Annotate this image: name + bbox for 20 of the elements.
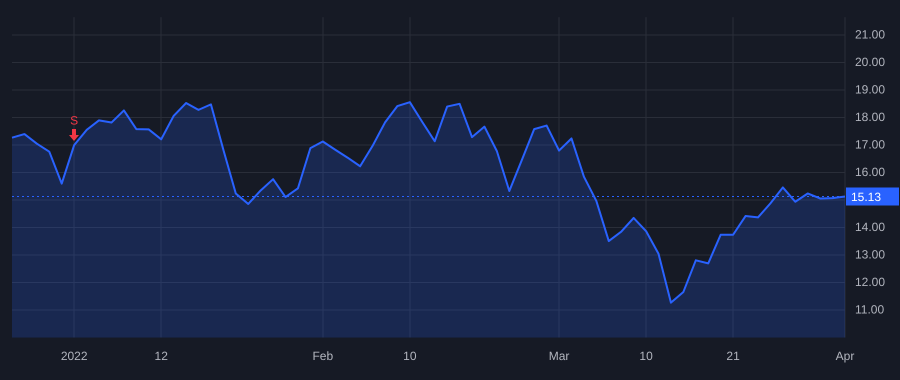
y-tick-label: 21.00 [855, 27, 886, 42]
y-tick-label: 11.00 [855, 302, 884, 316]
x-tick-label: 10 [403, 349, 417, 364]
y-tick-label: 19.00 [855, 82, 886, 96]
y-tick-label: 14.00 [855, 220, 886, 234]
x-tick-label: 2022 [60, 349, 88, 364]
x-tick-label: 21 [726, 349, 740, 364]
x-tick-label: Apr [836, 349, 854, 364]
y-tick-label: 20.00 [855, 54, 886, 69]
x-tick-label: Mar [548, 349, 570, 364]
y-tick-label: 12.00 [855, 274, 886, 289]
y-tick-label: 17.00 [855, 137, 886, 152]
x-tick-label: 12 [154, 349, 168, 364]
x-tick-label: 10 [639, 349, 654, 364]
ref-line-label: 15.13 [851, 190, 882, 204]
y-tick-label: 18.00 [855, 110, 886, 124]
y-tick-label: 16.00 [855, 164, 886, 179]
x-tick-label: Feb [312, 349, 334, 364]
annotation: S [70, 113, 78, 128]
y-tick-label: 13.00 [855, 247, 886, 262]
